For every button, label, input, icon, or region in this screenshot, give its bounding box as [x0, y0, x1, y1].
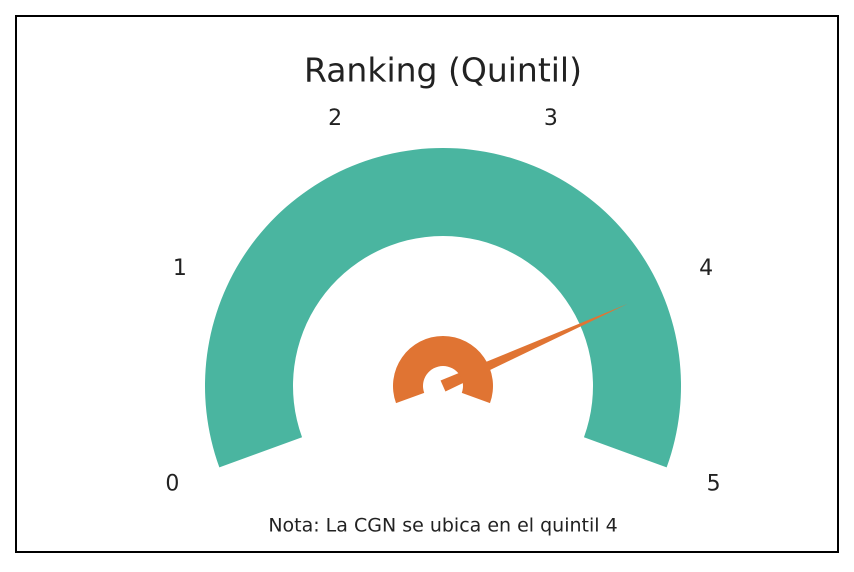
needle-hub	[393, 335, 493, 404]
tick-label: 0	[165, 472, 179, 497]
note: Nota: La CGN se ubica en el quintil 4	[268, 515, 617, 537]
chart-title: Ranking (Quintil)	[304, 51, 582, 90]
tick-label: 4	[699, 256, 713, 281]
tick-label: 1	[173, 256, 187, 281]
frame	[15, 15, 839, 553]
tick-label: 5	[707, 472, 721, 497]
tick-label: 2	[328, 106, 342, 131]
tick-label: 3	[544, 106, 558, 131]
gauge-band	[205, 148, 681, 468]
